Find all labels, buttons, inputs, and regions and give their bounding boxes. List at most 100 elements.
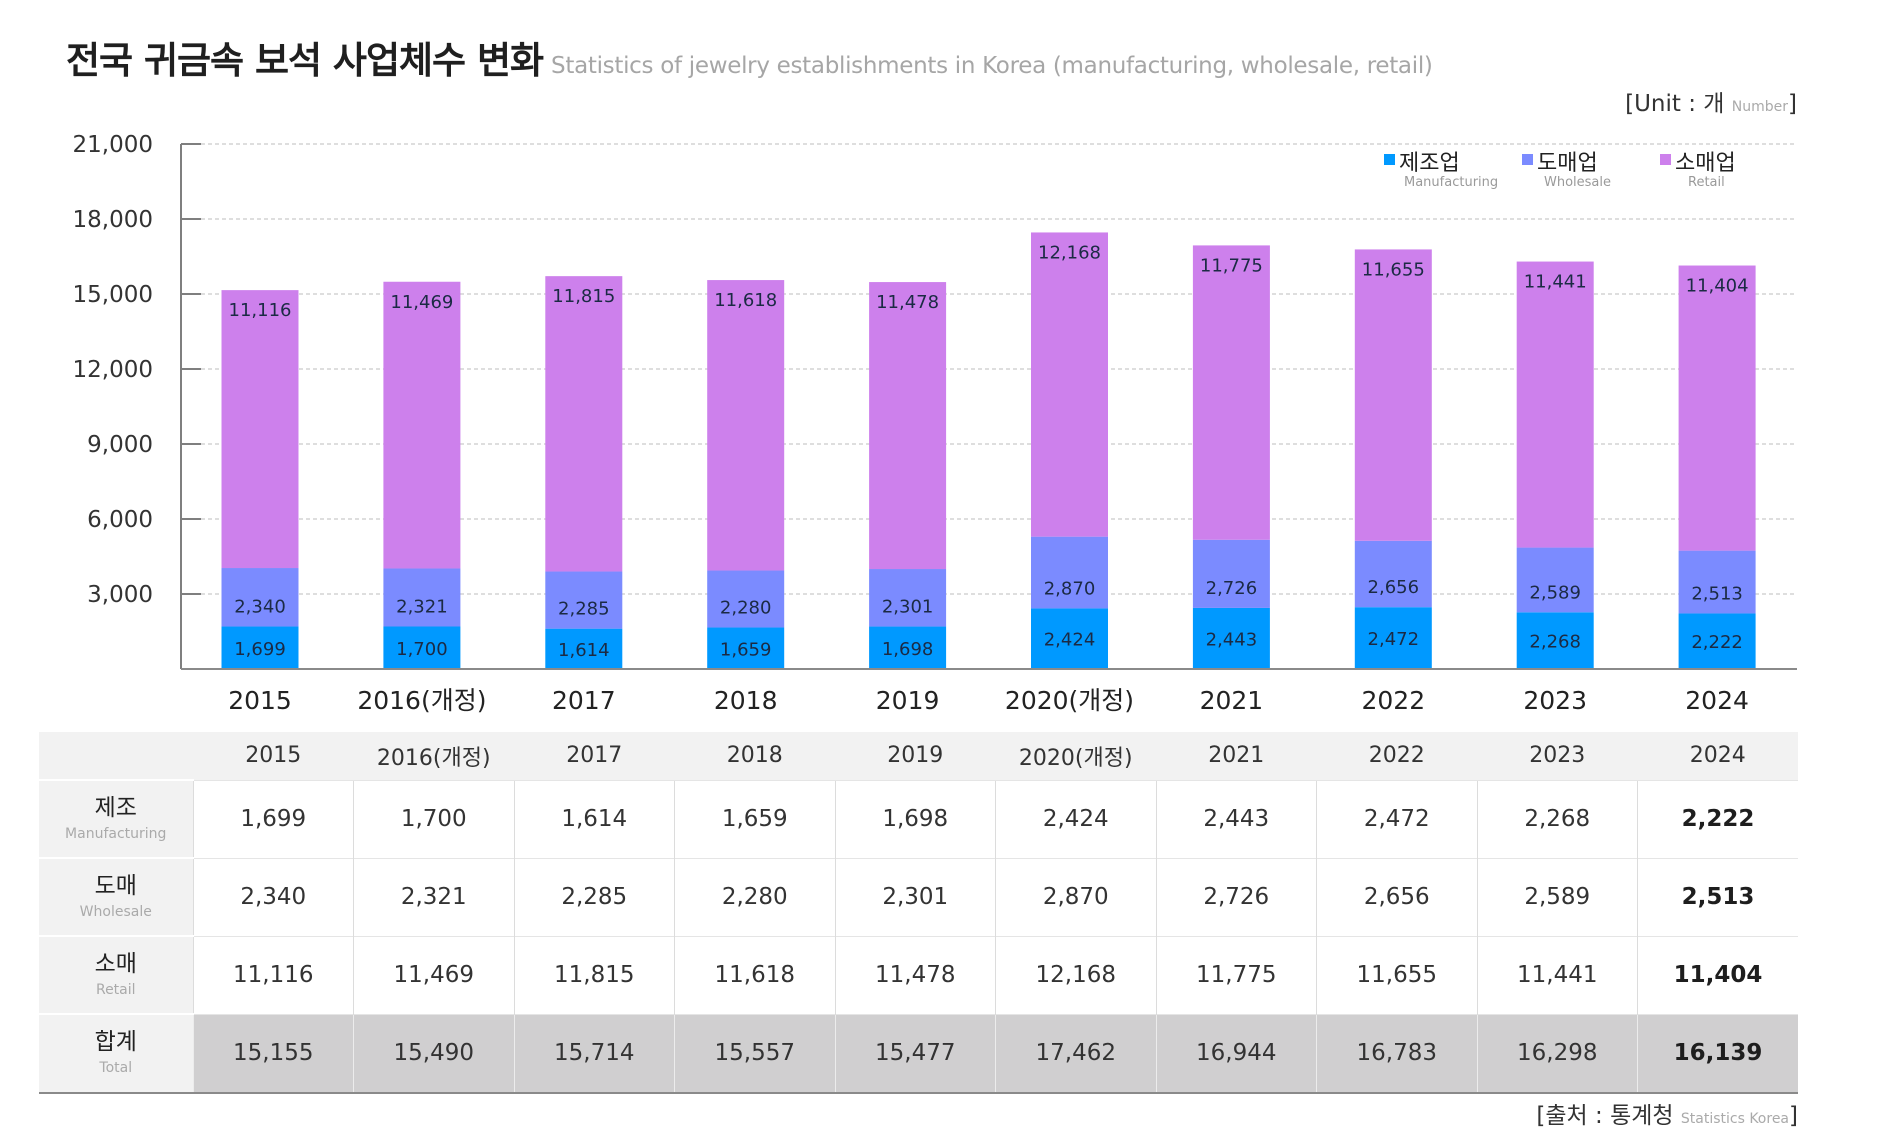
bar-segment-retail (1192, 245, 1270, 540)
table-cell: 11,815 (513, 935, 675, 1014)
table-cell: 2,301 (834, 857, 996, 936)
table-cell: 15,557 (674, 1013, 835, 1093)
y-tick-label: 15,000 (73, 282, 153, 308)
source-prefix: [출처 : 통계청 (1536, 1103, 1681, 1129)
x-tick-label: 2022 (1361, 686, 1425, 715)
x-tick-label: 2023 (1523, 686, 1587, 715)
title-korean: 전국 귀금속 보석 사업체수 변화 (66, 39, 544, 82)
bar-segment-wholesale (383, 568, 461, 627)
data-label-wholesale: 2,870 (1044, 578, 1096, 599)
x-tick-label: 2017 (552, 686, 616, 715)
data-label-wholesale: 2,589 (1529, 582, 1581, 603)
bar-segment-wholesale (707, 570, 785, 628)
data-label-manufacturing: 1,659 (720, 639, 772, 660)
table-col-header: 2016(개정) (353, 732, 514, 780)
x-tick-label: 2021 (1200, 686, 1264, 715)
row-label: 합계 (94, 1029, 137, 1056)
bar-segment-manufacturing (707, 627, 785, 669)
table-cell: 2,280 (674, 857, 835, 936)
table-cell: 2,285 (513, 857, 675, 936)
table-col-header: 2015 (193, 732, 354, 780)
data-label-wholesale: 2,513 (1691, 583, 1743, 604)
y-tick-label: 9,000 (87, 432, 153, 458)
bar-segment-wholesale (1192, 539, 1270, 608)
bar-segment-retail (1031, 232, 1108, 537)
data-table: 2015 2016(개정) 2017 2018 2019 2020(개정) 20… (39, 732, 1798, 1094)
stacked-bar-chart: 3,0006,0009,00012,00015,00018,00021,000 … (73, 132, 1797, 715)
bar-segment-retail (1516, 261, 1594, 548)
source-suffix: ] (1789, 1103, 1798, 1129)
bar-segment-retail (1354, 249, 1432, 541)
bar-segment-wholesale (1516, 547, 1594, 613)
bar-segment-retail (1678, 265, 1756, 551)
table-header-row: 2015 2016(개정) 2017 2018 2019 2020(개정) 20… (39, 732, 1798, 780)
data-label-retail: 11,618 (714, 290, 777, 311)
table-cell: 11,441 (1476, 935, 1638, 1014)
data-label-manufacturing: 2,424 (1044, 630, 1096, 651)
bar-segment-manufacturing (1516, 612, 1594, 669)
bar-segment-retail (545, 276, 623, 572)
legend-sublabel: Manufacturing (1404, 175, 1499, 190)
data-label-wholesale: 2,726 (1206, 578, 1258, 599)
table-cell: 11,655 (1316, 935, 1477, 1014)
legend-swatch-retail (1660, 153, 1671, 165)
x-tick-label: 2019 (876, 686, 940, 715)
legend-item-manufacturing: 제조업 Manufacturing (1384, 145, 1498, 190)
table-col-header: 2024 (1637, 732, 1798, 780)
legend-label: 소매업 (1675, 151, 1736, 176)
bar-segment-manufacturing (1354, 607, 1432, 669)
bar-segment-wholesale (221, 568, 299, 627)
y-tick-label: 6,000 (87, 507, 153, 533)
bar-segment-wholesale (545, 571, 623, 629)
data-label-wholesale: 2,340 (234, 597, 286, 618)
data-label-wholesale: 2,285 (558, 599, 610, 620)
data-label-retail: 12,168 (1038, 242, 1101, 263)
y-tick-label: 12,000 (73, 357, 153, 383)
y-tick-labels: 3,000 6,000 9,000 12,000 15,000 18,000 21,000 (73, 132, 153, 608)
bar-segment-manufacturing (1031, 608, 1108, 669)
unit-suffix: ] (1788, 91, 1797, 117)
table-cell: 2,321 (353, 857, 514, 936)
source-label: [출처 : 통계청 Statistics Korea] (1536, 1096, 1798, 1130)
y-tick-label: 21,000 (73, 132, 153, 158)
table-cell: 15,714 (513, 1013, 675, 1093)
data-label-retail: 11,116 (229, 300, 292, 321)
bar-segment-manufacturing (221, 626, 299, 669)
x-tick-label: 2015 (228, 686, 292, 715)
table-row-retail: 소매 Retail 11,116 11,469 11,815 11,618 11,… (39, 935, 1798, 1014)
table-cell: 11,618 (674, 935, 835, 1014)
bars (221, 232, 1756, 669)
table-cell: 2,589 (1476, 857, 1638, 936)
table-cell: 1,659 (674, 779, 835, 858)
bar-segment-retail (221, 290, 299, 569)
unit-prefix: [Unit : 개 (1625, 91, 1732, 117)
table-row-wholesale: 도매 Wholesale 2,340 2,321 2,285 2,280 2,30… (39, 857, 1798, 936)
x-tick-label: 2018 (714, 686, 778, 715)
data-label-manufacturing: 2,222 (1691, 632, 1743, 653)
table-cell: 17,462 (995, 1013, 1156, 1093)
legend-label: 도매업 (1537, 151, 1598, 176)
table-col-header: 2017 (514, 732, 675, 780)
row-label: 소매 (94, 951, 137, 977)
bar-segment-manufacturing (545, 628, 623, 669)
table-cell: 2,513 (1637, 857, 1798, 936)
bar-segment-manufacturing (1678, 613, 1756, 669)
table-cell: 2,656 (1316, 857, 1477, 936)
row-sublabel: Manufacturing (65, 826, 167, 842)
table-cell: 2,472 (1316, 779, 1477, 858)
data-label-wholesale: 2,280 (720, 598, 772, 619)
table-cell: 16,783 (1316, 1013, 1477, 1093)
table-cell: 2,424 (995, 779, 1156, 858)
data-label-retail: 11,815 (552, 286, 615, 307)
bar-segment-retail (383, 281, 461, 569)
legend-swatch-manufacturing (1384, 153, 1395, 165)
bar-segment-retail (869, 282, 947, 570)
x-tick-label: 2016(개정) (357, 686, 486, 715)
data-label-wholesale: 2,301 (882, 597, 934, 618)
data-label-retail: 11,478 (876, 292, 939, 313)
table-col-header: 2018 (674, 732, 835, 780)
table-cell: 2,726 (1155, 857, 1317, 936)
table-cell: 2,443 (1155, 779, 1317, 858)
legend-item-wholesale: 도매업 Wholesale (1522, 145, 1611, 190)
table-cell: 16,298 (1476, 1013, 1638, 1093)
